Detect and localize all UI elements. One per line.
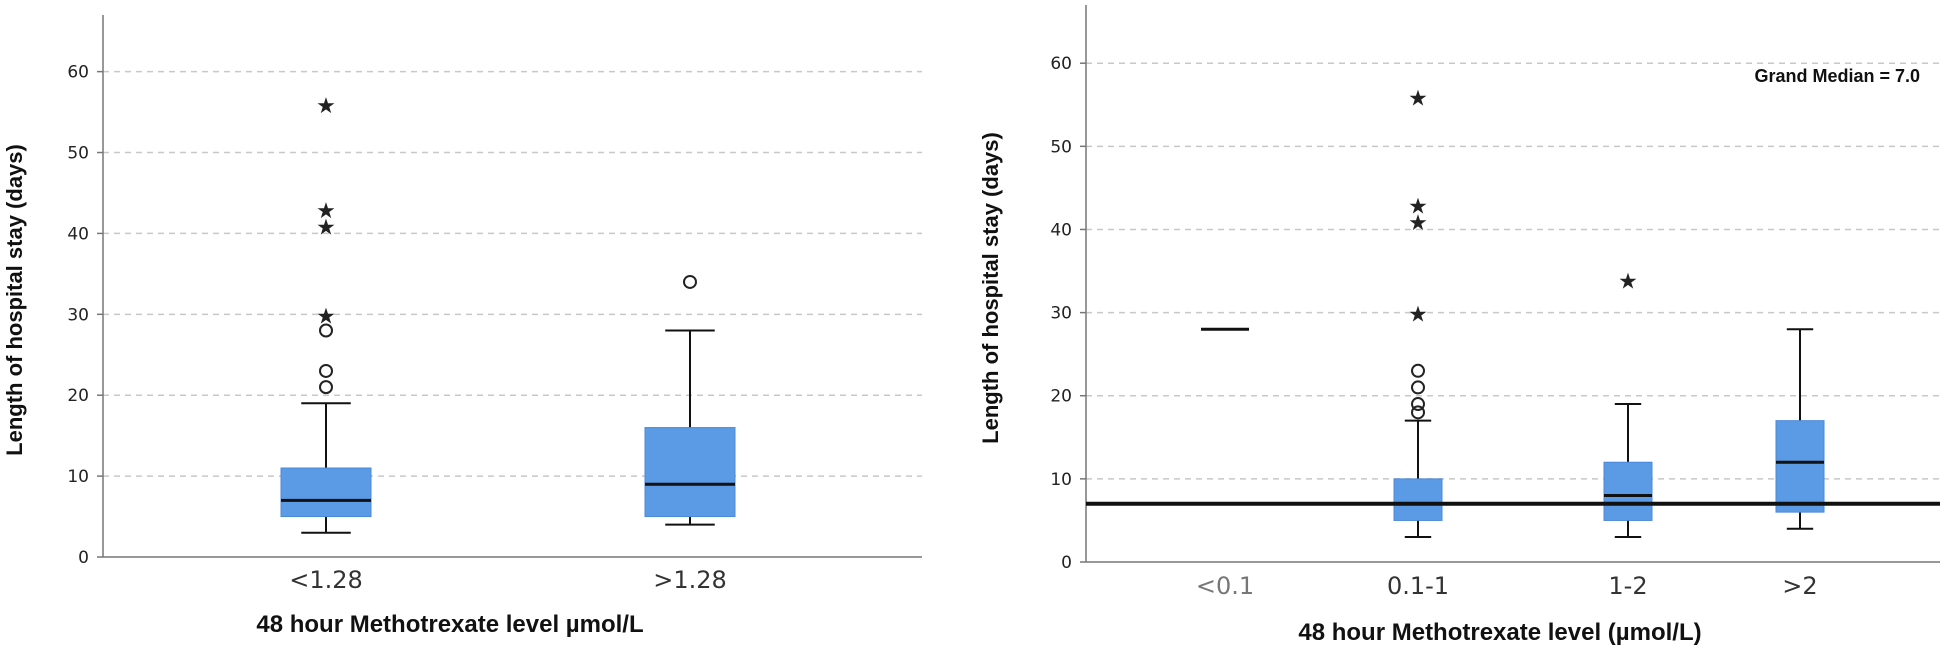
y-tick-label: 40 bbox=[67, 224, 89, 244]
grand-median-annotation: Grand Median = 7.0 bbox=[1754, 66, 1920, 86]
extreme-point: ★ bbox=[1618, 269, 1638, 294]
x-category-label: 0.1-1 bbox=[1387, 572, 1449, 600]
outlier-point bbox=[319, 363, 333, 378]
y-tick-label: 0 bbox=[78, 548, 89, 568]
y-tick-label: 20 bbox=[67, 386, 89, 406]
extreme-point: ★ bbox=[1408, 303, 1428, 328]
x-axis-title: 48 hour Methotrexate level µmol/L bbox=[256, 611, 643, 638]
outlier-point bbox=[319, 380, 333, 395]
box-0.1-1: ★★★★ bbox=[1393, 86, 1443, 539]
y-tick-label: 30 bbox=[67, 305, 89, 325]
x-category-label: >2 bbox=[1782, 572, 1817, 600]
y-tick-label: 50 bbox=[67, 144, 89, 164]
outlier-point bbox=[1411, 405, 1425, 420]
extreme-point: ★ bbox=[316, 199, 336, 224]
y-tick-label: 30 bbox=[1050, 304, 1072, 324]
iqr-box bbox=[1393, 478, 1443, 521]
y-tick-label: 50 bbox=[1050, 137, 1072, 157]
box-<1.28: ★★★★ bbox=[280, 94, 372, 534]
iqr-box bbox=[280, 467, 372, 518]
x-category-label: 1-2 bbox=[1608, 572, 1647, 600]
outlier-point bbox=[1411, 363, 1425, 378]
y-axis-title: Length of hospital stay (days) bbox=[978, 132, 1003, 444]
x-axis-title: 48 hour Methotrexate level (µmol/L) bbox=[1298, 619, 1701, 646]
extreme-point: ★ bbox=[1408, 86, 1428, 111]
box->1.28 bbox=[644, 274, 736, 526]
x-category-label: <0.1 bbox=[1196, 572, 1254, 600]
outlier-point bbox=[319, 323, 333, 338]
outlier-point bbox=[1411, 380, 1425, 395]
y-tick-label: 20 bbox=[1050, 387, 1072, 407]
x-category-label: <1.28 bbox=[289, 566, 363, 594]
iqr-box bbox=[1775, 420, 1825, 513]
outlier-point bbox=[683, 274, 697, 289]
iqr-box bbox=[1603, 461, 1653, 521]
y-tick-label: 40 bbox=[1050, 220, 1072, 240]
y-tick-label: 60 bbox=[1050, 54, 1072, 74]
y-tick-label: 0 bbox=[1061, 553, 1072, 573]
iqr-box bbox=[644, 427, 736, 518]
extreme-point: ★ bbox=[316, 94, 336, 119]
y-tick-label: 10 bbox=[1050, 470, 1072, 490]
outlier-point bbox=[1411, 397, 1425, 412]
extreme-point: ★ bbox=[316, 304, 336, 329]
extreme-point: ★ bbox=[1408, 195, 1428, 220]
y-tick-label: 60 bbox=[67, 63, 89, 83]
extreme-point: ★ bbox=[1408, 211, 1428, 236]
y-tick-label: 10 bbox=[67, 467, 89, 487]
extreme-point: ★ bbox=[316, 215, 336, 240]
box-1-2: ★ bbox=[1603, 269, 1653, 539]
y-axis-title: Length of hospital stay (days) bbox=[2, 144, 27, 456]
box->2 bbox=[1775, 328, 1825, 530]
x-category-label: >1.28 bbox=[653, 566, 727, 594]
